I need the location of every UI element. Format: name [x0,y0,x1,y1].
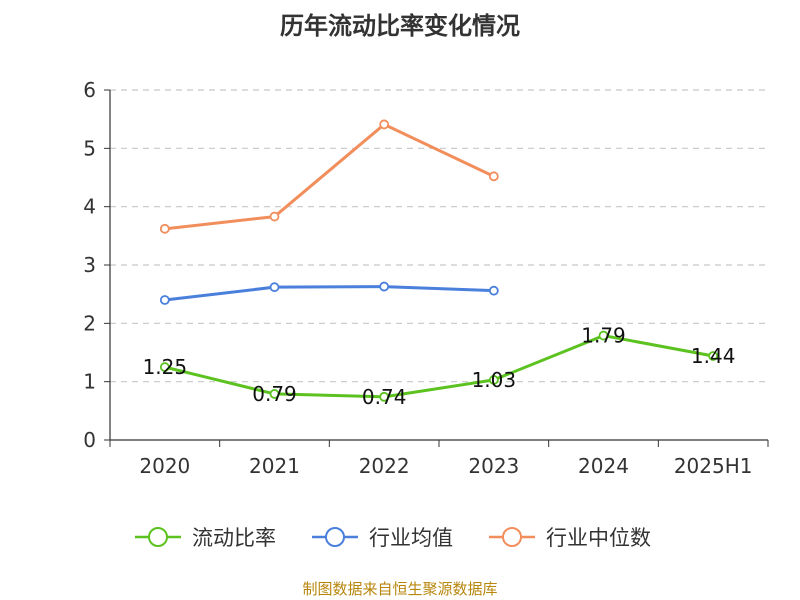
data-point [379,119,390,130]
legend-marker [148,527,168,547]
y-tick-label: 5 [83,136,96,160]
data-labels: 1.25 0.79 0.74 1.03 1.79 1.44 [143,324,736,409]
data-point [379,391,390,402]
data-point [598,330,609,341]
legend-label: 行业均值 [369,526,453,550]
legend-item-2: 行业均值 [312,526,453,550]
series-line [164,122,495,231]
data-point [488,375,499,385]
data-point [269,211,280,222]
data-label: 1.79 [581,324,626,348]
legend-item-1: 流动比率 [135,526,276,550]
data-point [159,223,170,234]
data-point [488,171,499,182]
data-label: 0.79 [252,382,297,406]
y-tick-label: 3 [83,253,96,277]
legend-item-3: 行业中位数 [489,526,651,550]
y-tick-label: 0 [83,428,96,452]
series-line [164,285,494,302]
x-tick-label: 2023 [468,454,519,478]
legend-marker [502,527,522,547]
series-lines [159,119,719,402]
x-tick-label: 2021 [249,454,300,478]
data-point [488,285,499,296]
source-note: 制图数据来自恒生聚源数据库 [302,580,498,598]
series-1 [159,330,719,402]
data-label: 1.44 [691,344,736,368]
y-tick-label: 4 [83,195,96,219]
series-2 [159,281,499,305]
data-point [269,389,280,399]
data-label: 1.25 [143,355,188,379]
x-tick-label: 2025H1 [674,454,753,478]
series-line [164,334,714,399]
data-point [269,282,280,293]
data-label: 0.74 [362,385,407,409]
data-point [708,351,719,361]
y-tick-label: 6 [83,78,96,102]
chart-title: 历年流动比率变化情况 [280,12,520,40]
data-point [159,362,170,372]
grid-lines [110,89,768,383]
data-point [159,295,170,305]
y-tick-label: 2 [83,311,96,335]
legend-label: 流动比率 [192,526,276,550]
x-tick-label: 2022 [359,454,410,478]
data-label: 1.03 [472,368,517,392]
axes: 0 1 2 3 4 5 6 2020 2021 2022 2023 2024 2025H1 [83,78,769,478]
legend-marker [325,527,345,547]
series-3 [159,119,499,234]
legend: 流动比率 行业均值 行业中位数 [135,526,651,550]
y-tick-label: 1 [83,370,96,394]
data-point [379,281,390,292]
legend-label: 行业中位数 [546,526,651,550]
x-tick-label: 2020 [139,454,190,478]
x-tick-label: 2024 [578,454,629,478]
